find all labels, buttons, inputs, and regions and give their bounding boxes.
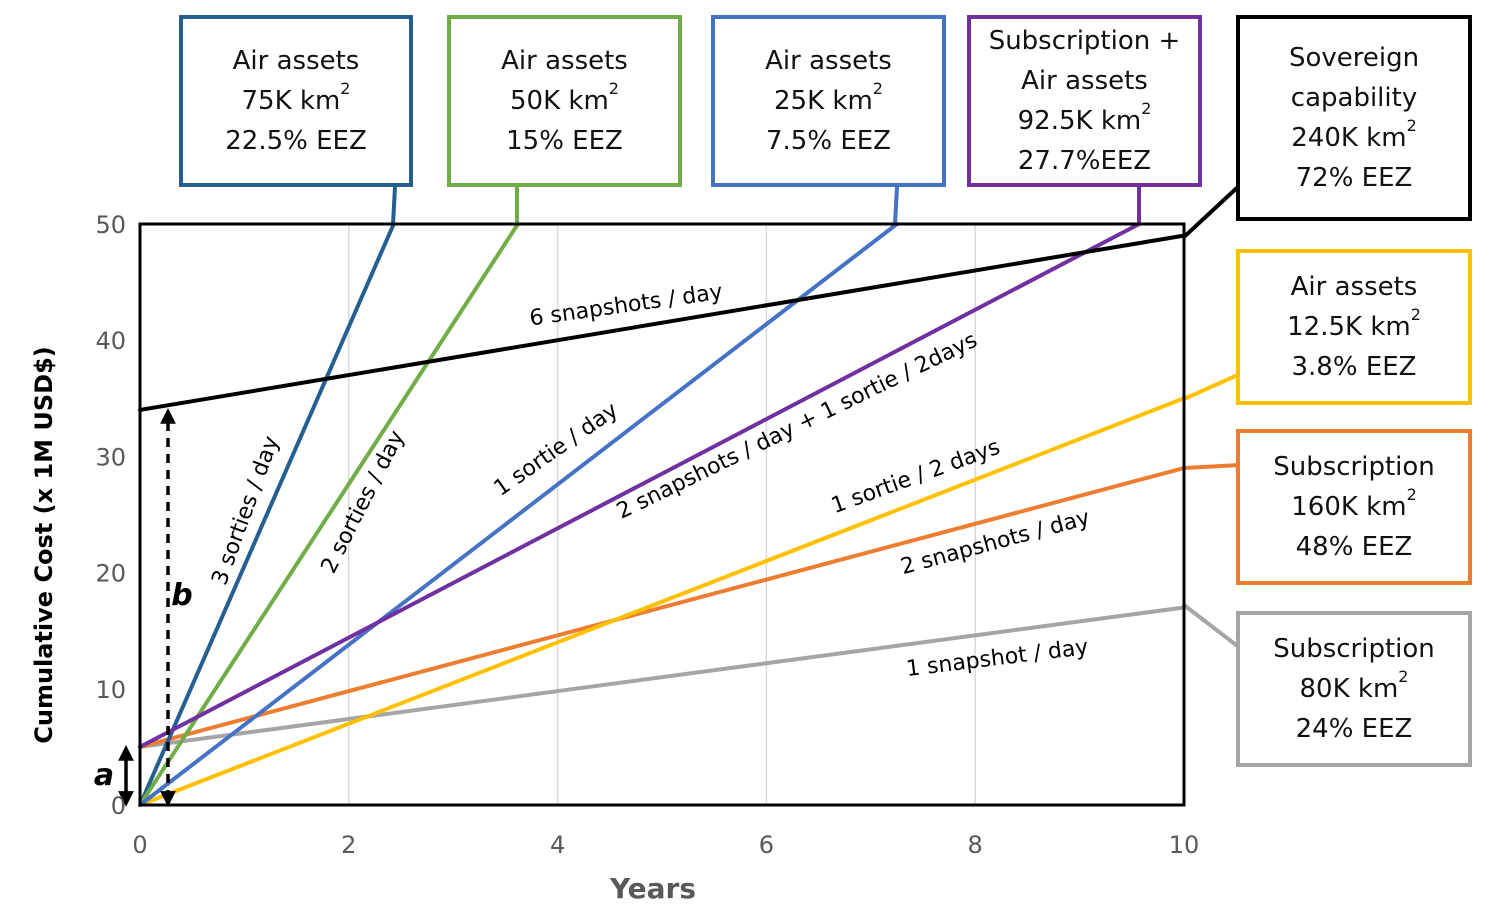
callout-title: Air assets: [1290, 272, 1418, 302]
dimension-label-b: b: [171, 578, 192, 613]
callout-area: 25K km2: [774, 79, 883, 117]
callout-area: 240K km2: [1291, 116, 1417, 154]
callout-title: Subscription: [1273, 452, 1435, 482]
series-line-0: [138, 222, 396, 807]
dimension-label-a: a: [94, 758, 114, 793]
callout-title: Sovereign: [1288, 43, 1420, 73]
callout-leader-5: [1183, 372, 1241, 401]
series-line-7: [138, 605, 1186, 749]
callout-box-6: Subscription 160K km2 48% EEZ: [1236, 429, 1472, 585]
y-axis-label: Cumulative Cost (x 1M USD$): [30, 346, 58, 744]
callout-title: Subscription: [1273, 634, 1435, 664]
callout-box-2: Air assets 25K km2 7.5% EEZ: [711, 15, 946, 187]
callout-title-2: capability: [1290, 83, 1418, 113]
callout-box-7: Subscription 80K km2 24% EEZ: [1236, 611, 1472, 767]
callout-leader-6: [1183, 463, 1241, 470]
callout-box-4: Sovereign capability 240K km2 72% EEZ: [1236, 15, 1472, 221]
y-tick-label-30: 30: [95, 443, 126, 471]
callout-eez: 15% EEZ: [506, 126, 623, 156]
y-tick-label-50: 50: [95, 211, 126, 239]
series-label-3: 2 snapshots / day + 1 sortie / 2days: [613, 328, 981, 525]
callout-leader-4: [1182, 183, 1242, 239]
callout-eez: 3.8% EEZ: [1291, 352, 1417, 382]
y-tick-label-10: 10: [95, 676, 126, 704]
callout-title: Air assets: [232, 46, 360, 76]
series-line-5: [138, 396, 1186, 807]
callout-leader-lines: [391, 183, 1242, 650]
x-tick-label-4: 4: [550, 831, 565, 859]
x-axis-label: Years: [609, 872, 696, 905]
callout-box-1: Air assets 50K km2 15% EEZ: [447, 15, 682, 187]
x-tick-label-0: 0: [132, 831, 147, 859]
callout-leader-2: [893, 186, 899, 225]
callout-eez: 27.7%EEZ: [1017, 146, 1152, 176]
callout-leader-7: [1182, 603, 1242, 650]
callout-title: Subscription +: [988, 26, 1181, 56]
callout-area: 12.5K km2: [1287, 305, 1421, 343]
callout-title-2: Air assets: [1021, 66, 1148, 96]
callout-title: Air assets: [765, 46, 892, 76]
callout-eez: 22.5% EEZ: [225, 126, 367, 156]
callout-area: 50K km2: [510, 79, 619, 117]
callout-eez: 48% EEZ: [1295, 532, 1413, 562]
series-line-3: [138, 222, 1142, 749]
series-lines: [138, 222, 1186, 807]
callout-box-3: Subscription + Air assets 92.5K km2 27.7%EE…: [967, 15, 1202, 187]
callout-area: 160K km2: [1291, 485, 1417, 523]
callout-box-0: Air assets 75K km2 22.5% EEZ: [179, 15, 413, 187]
series-line-2: [138, 222, 899, 807]
plot-frame: [138, 222, 1186, 807]
callout-leader-0: [391, 186, 397, 225]
x-tick-label-6: 6: [759, 831, 774, 859]
callout-area: 92.5K km2: [1017, 99, 1152, 137]
y-tick-label-0: 0: [111, 792, 126, 820]
series-line-4: [138, 233, 1186, 412]
series-label-1: 2 sorties / day: [317, 427, 410, 578]
callout-box-5: Air assets 12.5K km2 3.8% EEZ: [1236, 249, 1472, 405]
callout-eez: 24% EEZ: [1295, 714, 1413, 744]
series-line-6: [138, 466, 1186, 749]
series-line-1: [138, 222, 520, 807]
callout-title: Air assets: [501, 46, 628, 76]
x-tick-label-10: 10: [1169, 831, 1200, 859]
y-tick-label-40: 40: [95, 327, 126, 355]
axis-ticks: 0 2 4 6 8 10 0 10 20 30 40 50: [95, 211, 1199, 859]
dimension-annotations: ab: [94, 408, 193, 807]
callout-area: 80K km2: [1299, 667, 1409, 705]
callout-eez: 7.5% EEZ: [766, 126, 891, 156]
callout-area: 75K km2: [241, 79, 351, 117]
y-tick-label-20: 20: [95, 560, 126, 588]
callout-eez: 72% EEZ: [1295, 163, 1413, 193]
x-tick-label-8: 8: [968, 831, 983, 859]
x-tick-label-2: 2: [341, 831, 356, 859]
